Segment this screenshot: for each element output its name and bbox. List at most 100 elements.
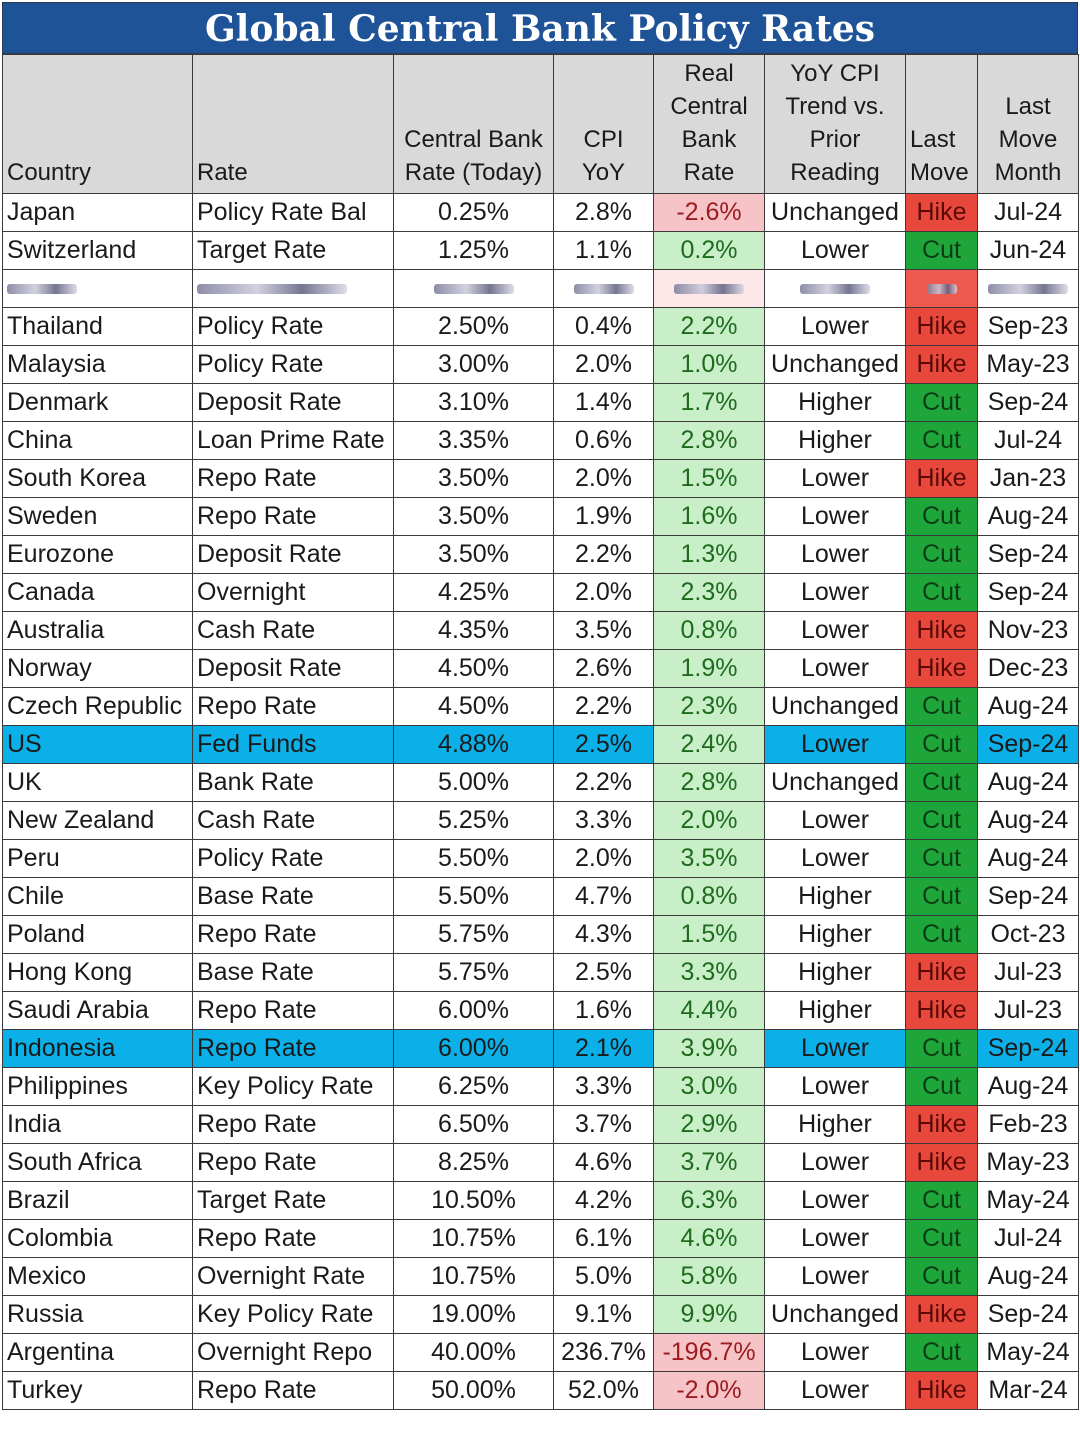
rate-name-cell: Target Rate	[192, 231, 394, 270]
real-rate-cell: 1.0%	[653, 345, 765, 384]
cpi-cell: 5.0%	[553, 1257, 654, 1296]
table-row: Canada Overnight 4.25% 2.0% 2.3% Lower Cut Sep-…	[2, 573, 1079, 612]
real-rate-cell: 2.3%	[653, 573, 765, 612]
cb-rate-cell: 3.50%	[393, 535, 554, 574]
rate-name-cell: Overnight Rate	[192, 1257, 394, 1296]
cb-rate-cell: 3.50%	[393, 459, 554, 498]
trend-cell: Unchanged	[764, 345, 906, 384]
cb-rate-cell: 2.50%	[393, 307, 554, 346]
cpi-cell: 2.2%	[553, 535, 654, 574]
col-header-line: Month	[994, 159, 1062, 186]
rate-name-cell: Base Rate	[192, 877, 394, 916]
real-rate-cell: -2.6%	[653, 193, 765, 232]
real-rate-cell: 4.4%	[653, 991, 765, 1030]
col-header-line: CPI	[583, 126, 624, 153]
col-header-line: Country	[7, 159, 92, 186]
month-cell: Aug-24	[977, 763, 1079, 802]
month-cell: Jul-24	[977, 421, 1079, 460]
table-row: China Loan Prime Rate 3.35% 0.6% 2.8% Higher C…	[2, 421, 1079, 460]
country-cell: China	[2, 421, 193, 460]
trend-cell: Lower	[764, 1067, 906, 1106]
rate-name-cell: Deposit Rate	[192, 535, 394, 574]
table-row: Japan Policy Rate Bal 0.25% 2.8% -2.6% Unchan…	[2, 193, 1079, 232]
month-cell: Jan-23	[977, 459, 1079, 498]
col-header-last-move: Last Move	[905, 54, 978, 194]
cpi-cell: 0.4%	[553, 307, 654, 346]
trend-cell: Lower	[764, 1333, 906, 1372]
trend-cell: Lower	[764, 801, 906, 840]
col-header-line: Last	[1005, 93, 1051, 120]
last-move-cell: Hike	[905, 1143, 978, 1182]
cb-rate-cell: 3.35%	[393, 421, 554, 460]
redaction-blur	[573, 284, 634, 295]
trend-cell: Lower	[764, 1371, 906, 1410]
rate-name-cell: Repo Rate	[192, 1371, 394, 1410]
redaction-blur	[7, 284, 77, 295]
last-move-cell: Hike	[905, 953, 978, 992]
cpi-cell: 3.5%	[553, 611, 654, 650]
real-rate-cell: 1.5%	[653, 915, 765, 954]
cb-rate-cell: 40.00%	[393, 1333, 554, 1372]
real-rate-cell: -196.7%	[653, 1333, 765, 1372]
real-rate-cell: 1.7%	[653, 383, 765, 422]
country-cell: New Zealand	[2, 801, 193, 840]
col-header-line: Reading	[790, 159, 880, 186]
last-move-cell: Hike	[905, 1295, 978, 1334]
real-rate-cell: 1.6%	[653, 497, 765, 536]
last-move-cell: Cut	[905, 1067, 978, 1106]
trend-cell: Unchanged	[764, 763, 906, 802]
redaction-blur	[197, 284, 347, 295]
cb-rate-cell	[393, 269, 554, 308]
month-cell: Sep-24	[977, 877, 1079, 916]
table-row: Norway Deposit Rate 4.50% 2.6% 1.9% Lower Hike…	[2, 649, 1079, 688]
country-cell: Mexico	[2, 1257, 193, 1296]
trend-cell: Higher	[764, 1105, 906, 1144]
cpi-cell: 3.7%	[553, 1105, 654, 1144]
trend-cell: Higher	[764, 991, 906, 1030]
table-row: Malaysia Policy Rate 3.00% 2.0% 1.0% Unchange…	[2, 345, 1079, 384]
rate-name-cell: Repo Rate	[192, 1219, 394, 1258]
col-header-real-rate: Real Central Bank Rate	[653, 54, 765, 194]
rate-name-cell: Bank Rate	[192, 763, 394, 802]
last-move-cell: Cut	[905, 725, 978, 764]
month-cell: May-23	[977, 1143, 1079, 1182]
table-row: India Repo Rate 6.50% 3.7% 2.9% Higher Hike Feb…	[2, 1105, 1079, 1144]
trend-cell: Lower	[764, 1257, 906, 1296]
real-rate-cell: 2.2%	[653, 307, 765, 346]
cb-rate-cell: 5.00%	[393, 763, 554, 802]
rate-name-cell: Deposit Rate	[192, 383, 394, 422]
real-rate-cell	[653, 269, 765, 308]
last-move-cell: Hike	[905, 1371, 978, 1410]
real-rate-cell: 2.9%	[653, 1105, 765, 1144]
cpi-cell: 4.6%	[553, 1143, 654, 1182]
real-rate-cell: 5.8%	[653, 1257, 765, 1296]
col-header-line: YoY	[581, 159, 626, 186]
table-row: Turkey Repo Rate 50.00% 52.0% -2.0% Lower Hike…	[2, 1371, 1079, 1410]
cpi-cell: 52.0%	[553, 1371, 654, 1410]
month-cell: Sep-24	[977, 383, 1079, 422]
last-move-cell: Cut	[905, 231, 978, 270]
rate-name-cell: Key Policy Rate	[192, 1295, 394, 1334]
cpi-cell: 1.4%	[553, 383, 654, 422]
last-move-cell: Hike	[905, 1105, 978, 1144]
month-cell	[977, 269, 1079, 308]
country-cell: Philippines	[2, 1067, 193, 1106]
rate-name-cell: Repo Rate	[192, 1105, 394, 1144]
cb-rate-cell: 50.00%	[393, 1371, 554, 1410]
country-cell: Saudi Arabia	[2, 991, 193, 1030]
cpi-cell: 9.1%	[553, 1295, 654, 1334]
last-move-cell: Cut	[905, 687, 978, 726]
cb-rate-cell: 0.25%	[393, 193, 554, 232]
redaction-blur	[433, 284, 514, 295]
cpi-cell: 4.7%	[553, 877, 654, 916]
country-cell: Australia	[2, 611, 193, 650]
trend-cell	[764, 269, 906, 308]
table-row: Thailand Policy Rate 2.50% 0.4% 2.2% Lower Hik…	[2, 307, 1079, 346]
rate-name-cell: Loan Prime Rate	[192, 421, 394, 460]
col-header-line: Rate (Today)	[404, 159, 543, 186]
rates-table-container: Global Central Bank Policy Rates Country…	[2, 2, 1079, 1410]
table-row: Sweden Repo Rate 3.50% 1.9% 1.6% Lower Cut Aug-…	[2, 497, 1079, 536]
trend-cell: Unchanged	[764, 1295, 906, 1334]
header-row: Country Rate Central Bank Rate (Today) CPI Yo…	[2, 54, 1079, 194]
cpi-cell: 2.2%	[553, 763, 654, 802]
